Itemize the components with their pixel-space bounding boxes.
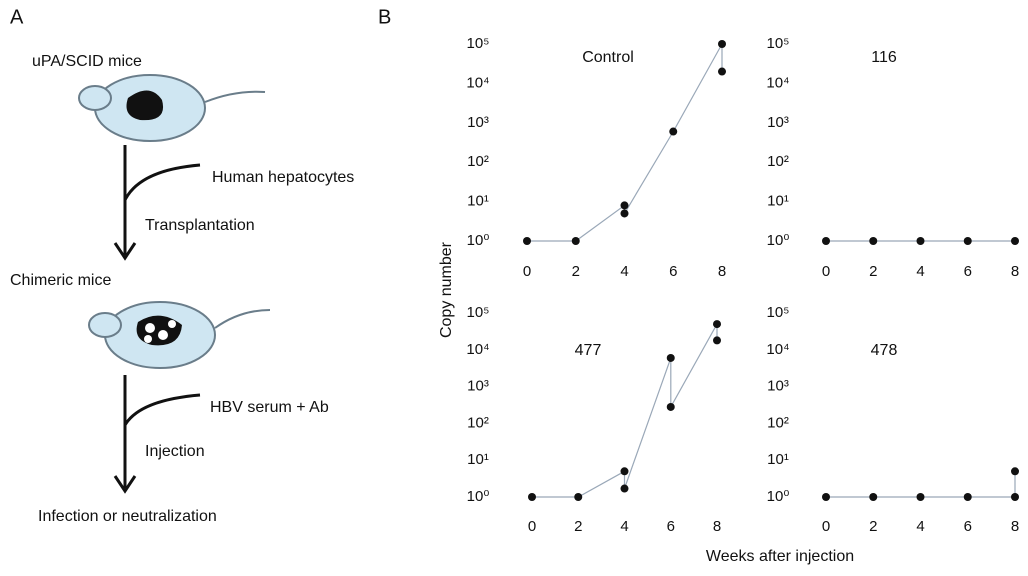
x-tick-label: 8 bbox=[713, 518, 721, 535]
chart-title: Control bbox=[582, 49, 634, 66]
data-point bbox=[963, 237, 972, 245]
data-point bbox=[1011, 237, 1019, 245]
x-tick-label: 2 bbox=[869, 518, 877, 535]
y-tick-label: 10⁰ bbox=[467, 232, 490, 249]
x-tick-label: 6 bbox=[964, 263, 972, 280]
x-tick-label: 8 bbox=[1011, 518, 1019, 535]
x-tick-label: 2 bbox=[572, 263, 580, 280]
data-point bbox=[869, 493, 878, 501]
data-point bbox=[1011, 467, 1019, 476]
mouse-icon bbox=[78, 74, 266, 142]
step-label: HBV serum + Ab bbox=[210, 399, 329, 416]
data-point bbox=[718, 40, 726, 48]
data-point bbox=[916, 493, 925, 501]
y-tick-label: 10¹ bbox=[467, 451, 489, 468]
y-tick-label: 10³ bbox=[467, 378, 489, 395]
data-point bbox=[666, 402, 675, 411]
x-tick-label: 8 bbox=[718, 263, 726, 280]
y-tick-label: 10² bbox=[467, 414, 489, 431]
x-tick-label: 4 bbox=[620, 263, 628, 280]
data-point bbox=[869, 237, 878, 245]
chart-title: 116 bbox=[871, 49, 897, 66]
y-tick-label: 10² bbox=[767, 153, 789, 170]
y-tick-label: 10⁰ bbox=[767, 232, 790, 249]
y-tick-label: 10⁵ bbox=[767, 35, 790, 52]
x-tick-label: 0 bbox=[528, 518, 536, 535]
data-point bbox=[916, 237, 925, 245]
y-tick-label: 10⁵ bbox=[467, 304, 490, 321]
y-tick-label: 10⁴ bbox=[466, 341, 489, 358]
data-point bbox=[571, 237, 580, 245]
y-tick-label: 10⁴ bbox=[766, 74, 789, 91]
y-tick-label: 10⁰ bbox=[467, 488, 490, 505]
data-point bbox=[666, 353, 675, 362]
panel-label: B bbox=[378, 6, 391, 28]
y-tick-label: 10⁵ bbox=[467, 35, 490, 52]
step-label: Injection bbox=[145, 443, 205, 460]
y-tick-label: 10¹ bbox=[767, 451, 789, 468]
data-point bbox=[620, 484, 629, 493]
y-tick-label: 10² bbox=[767, 414, 789, 431]
y-tick-label: 10¹ bbox=[467, 193, 489, 210]
data-point bbox=[620, 209, 629, 218]
x-tick-label: 4 bbox=[916, 263, 924, 280]
branch bbox=[123, 393, 201, 426]
data-point bbox=[574, 493, 583, 501]
data-point bbox=[620, 467, 629, 476]
step-label: Transplantation bbox=[145, 217, 255, 234]
x-tick-label: 2 bbox=[574, 518, 582, 535]
arrow-head bbox=[113, 242, 137, 261]
step-label: Chimeric mice bbox=[10, 272, 111, 289]
y-tick-label: 10³ bbox=[467, 114, 489, 131]
x-tick-label: 6 bbox=[667, 518, 675, 535]
data-point bbox=[528, 493, 536, 501]
x-tick-label: 2 bbox=[869, 263, 877, 280]
data-point bbox=[1011, 493, 1019, 501]
x-axis-label: Weeks after injection bbox=[706, 548, 854, 565]
data-point bbox=[523, 237, 531, 245]
x-tick-label: 6 bbox=[964, 518, 972, 535]
data-point bbox=[822, 493, 830, 501]
data-point bbox=[713, 320, 721, 329]
x-tick-label: 0 bbox=[523, 263, 531, 280]
y-axis-label: Copy number bbox=[438, 241, 455, 338]
data-point bbox=[713, 336, 721, 345]
branch bbox=[123, 163, 201, 201]
step-label: Infection or neutralization bbox=[38, 508, 217, 525]
y-tick-label: 10⁴ bbox=[766, 341, 789, 358]
y-tick-label: 10⁰ bbox=[767, 488, 790, 505]
arrow-head bbox=[113, 475, 137, 494]
x-tick-label: 6 bbox=[669, 263, 677, 280]
x-tick-label: 0 bbox=[822, 263, 830, 280]
x-tick-label: 4 bbox=[916, 518, 924, 535]
data-point bbox=[822, 237, 830, 245]
step-label: Human hepatocytes bbox=[212, 169, 354, 186]
trend-line bbox=[826, 471, 1016, 498]
mouse-icon bbox=[88, 301, 271, 369]
x-tick-label: 0 bbox=[822, 518, 830, 535]
y-tick-label: 10³ bbox=[767, 378, 789, 395]
y-tick-label: 10² bbox=[467, 153, 489, 170]
panel-label: A bbox=[10, 6, 24, 28]
x-tick-label: 4 bbox=[620, 518, 628, 535]
data-point bbox=[669, 127, 678, 136]
trend-line bbox=[532, 321, 718, 498]
step-label: uPA/SCID mice bbox=[32, 53, 142, 70]
data-point bbox=[718, 67, 726, 76]
y-tick-label: 10³ bbox=[767, 114, 789, 131]
chart-title: 477 bbox=[575, 342, 602, 359]
x-tick-label: 8 bbox=[1011, 263, 1019, 280]
chart-title: 478 bbox=[871, 342, 898, 359]
data-point bbox=[620, 201, 629, 210]
data-point bbox=[963, 493, 972, 501]
y-tick-label: 10⁴ bbox=[466, 74, 489, 91]
y-tick-label: 10⁵ bbox=[767, 304, 790, 321]
y-tick-label: 10¹ bbox=[767, 193, 789, 210]
